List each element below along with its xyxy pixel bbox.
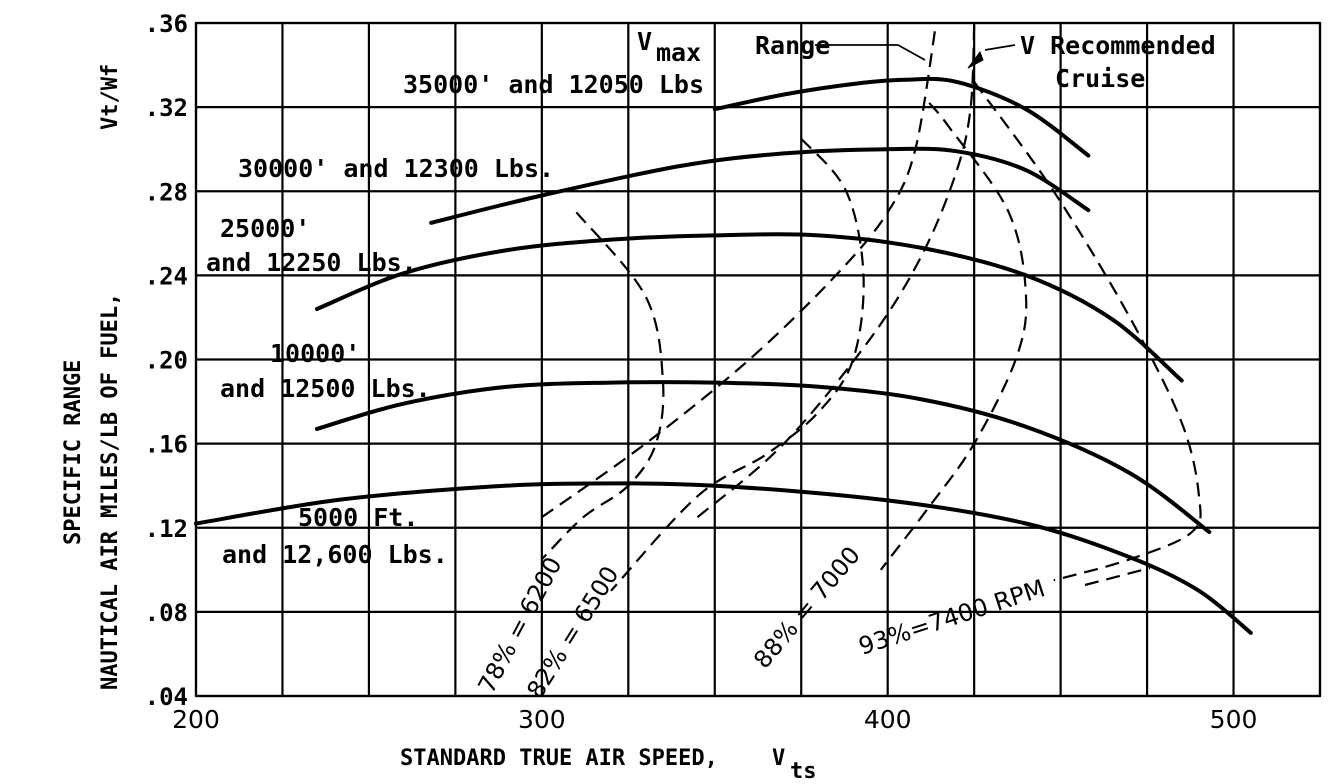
- series-5000-ft-and-12-600-lbs: [194, 481, 1253, 635]
- x-tick-label: 300: [518, 705, 566, 734]
- x-axis-title: STANDARD TRUE AIR SPEED,: [400, 746, 718, 771]
- y-axis-title-line1: SPECIFIC RANGE: [61, 360, 86, 545]
- annotation-vrec2: Cruise: [1055, 64, 1145, 93]
- y-tick-label: .32: [145, 94, 188, 122]
- x-tick-label: 500: [1210, 705, 1258, 734]
- y-tick-label: .16: [145, 431, 188, 459]
- series-vmax-range: [541, 22, 938, 519]
- series-93-7400-rpm: [973, 81, 1202, 582]
- annotation-a10a: 10000': [270, 339, 360, 368]
- series-10000-and-12500-lbs: [315, 380, 1212, 534]
- plot-frame: [194, 21, 1322, 698]
- vrec-arrow-icon: [967, 50, 984, 69]
- y-axis-symbol: Vt/Wf: [98, 64, 123, 130]
- annotation-a25b: and 12250 Lbs.: [206, 248, 417, 277]
- series-35000-and-12050-lbs: [712, 76, 1091, 158]
- y-tick-label: .24: [145, 262, 188, 290]
- vrec-leader-line: [984, 44, 1016, 51]
- annotation-layer: 35000' and 12050 Lbs 30000' and 12300 Lbs…: [206, 27, 1216, 703]
- y-tick-label: .04: [145, 683, 188, 711]
- rpm-label-r93: 93%=7400 RPM: [855, 574, 1048, 661]
- vmax-leader-line-2: [897, 44, 926, 61]
- tick-layer: .04 .08 .12 .16 .20 .24 .28 .32 .36 200 300 400 500: [145, 10, 1258, 734]
- y-tick-label: .12: [145, 515, 188, 543]
- y-tick-label: .28: [145, 178, 188, 206]
- annotation-a5a: 5000 Ft.: [298, 503, 418, 532]
- grid-layer: [194, 21, 1322, 698]
- series-88-7000: [879, 102, 1028, 571]
- annotation-a25a: 25000': [220, 214, 310, 243]
- y-axis-title-line2: NAUTICAL AIR MILES/LB OF FUEL,: [98, 293, 123, 690]
- x-tick-label: 400: [864, 705, 912, 734]
- series-82-6500: [610, 137, 865, 592]
- annotation-a30: 30000' and 12300 Lbs.: [238, 154, 554, 183]
- y-tick-label: .08: [145, 599, 188, 627]
- annotation-a35: 35000' and 12050 Lbs: [403, 70, 704, 99]
- series-v-recommended-cruise: [696, 22, 976, 519]
- series-78-6200: [541, 211, 665, 561]
- rpm-93-leader: [1084, 566, 1151, 587]
- annotation-a5b: and 12,600 Lbs.: [222, 540, 448, 569]
- series-30000-and-12300-lbs: [429, 146, 1091, 225]
- axis-title-layer: STANDARD TRUE AIR SPEED, Vts SPECIFIC RANG…: [61, 64, 817, 784]
- x-axis-symbol: V: [772, 746, 785, 771]
- annotation-vmax-subscript: max: [656, 38, 701, 67]
- y-tick-label: .20: [145, 347, 188, 375]
- annotation-vrec: V Recommended: [1020, 31, 1216, 60]
- rpm-label-r88: 88% = 7000: [748, 541, 866, 674]
- x-tick-label: 200: [172, 705, 220, 734]
- y-tick-label: .36: [145, 10, 188, 38]
- series-layer: [194, 22, 1253, 635]
- x-axis-subscript: ts: [790, 759, 817, 784]
- series-25000-and-12250-lbs: [315, 232, 1184, 383]
- annotation-a10b: and 12500 Lbs.: [220, 374, 431, 403]
- annotation-vmax-symbol: V: [637, 27, 652, 56]
